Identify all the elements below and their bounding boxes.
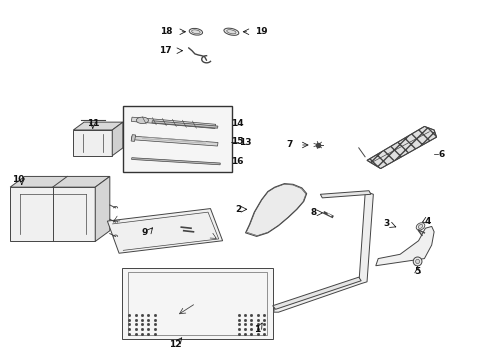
Text: 18: 18 — [160, 27, 172, 36]
Polygon shape — [245, 184, 306, 237]
FancyBboxPatch shape — [122, 267, 272, 339]
Ellipse shape — [226, 30, 236, 34]
Text: 14: 14 — [230, 119, 243, 128]
Ellipse shape — [136, 117, 148, 123]
Polygon shape — [10, 187, 95, 242]
Polygon shape — [131, 117, 215, 129]
Text: 4: 4 — [424, 217, 430, 226]
Polygon shape — [131, 158, 220, 165]
Polygon shape — [95, 176, 110, 242]
Polygon shape — [152, 121, 218, 128]
Polygon shape — [272, 277, 361, 309]
Polygon shape — [273, 193, 372, 312]
Text: 9: 9 — [142, 228, 148, 237]
Polygon shape — [73, 122, 122, 130]
FancyBboxPatch shape — [122, 106, 232, 172]
Polygon shape — [73, 130, 112, 156]
Text: 6: 6 — [438, 150, 445, 159]
Polygon shape — [107, 208, 222, 253]
Text: 12: 12 — [169, 340, 182, 349]
Text: 3: 3 — [383, 219, 388, 228]
Ellipse shape — [412, 257, 421, 266]
Ellipse shape — [224, 28, 238, 35]
Text: 5: 5 — [414, 267, 420, 276]
Text: 8: 8 — [309, 208, 316, 217]
Text: 1: 1 — [254, 325, 260, 334]
Ellipse shape — [415, 223, 424, 230]
Text: 2: 2 — [234, 205, 241, 214]
Text: 19: 19 — [255, 27, 267, 36]
Polygon shape — [366, 126, 436, 168]
Text: 16: 16 — [230, 157, 243, 166]
Ellipse shape — [191, 30, 200, 34]
Polygon shape — [375, 226, 433, 266]
Polygon shape — [112, 122, 122, 156]
Ellipse shape — [415, 259, 419, 264]
Polygon shape — [320, 191, 370, 198]
Text: 13: 13 — [238, 138, 251, 147]
Ellipse shape — [189, 28, 202, 35]
Polygon shape — [131, 136, 218, 146]
Text: 15: 15 — [230, 137, 243, 146]
Text: 11: 11 — [87, 119, 100, 128]
Polygon shape — [10, 176, 110, 187]
Polygon shape — [131, 135, 136, 141]
Text: 10: 10 — [12, 175, 24, 184]
Ellipse shape — [417, 224, 422, 229]
Text: 17: 17 — [159, 46, 171, 55]
Text: 7: 7 — [286, 140, 292, 149]
